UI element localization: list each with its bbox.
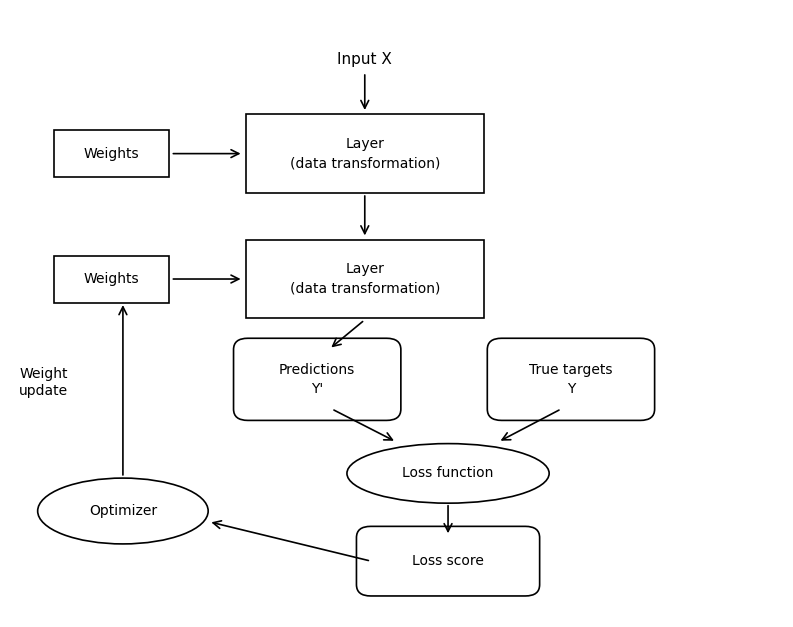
FancyBboxPatch shape bbox=[54, 130, 169, 177]
Text: Input X: Input X bbox=[337, 52, 393, 67]
Text: Weights: Weights bbox=[83, 147, 139, 161]
Ellipse shape bbox=[347, 444, 549, 503]
FancyBboxPatch shape bbox=[356, 527, 539, 596]
Text: True targets
Y: True targets Y bbox=[529, 362, 613, 396]
Text: Weights: Weights bbox=[83, 272, 139, 286]
Text: Predictions
Y': Predictions Y' bbox=[279, 362, 355, 396]
Text: Optimizer: Optimizer bbox=[89, 504, 157, 518]
FancyBboxPatch shape bbox=[246, 114, 484, 193]
FancyBboxPatch shape bbox=[487, 339, 655, 420]
Text: Layer
(data transformation): Layer (data transformation) bbox=[289, 262, 440, 296]
Text: Loss score: Loss score bbox=[412, 554, 484, 568]
FancyBboxPatch shape bbox=[233, 339, 400, 420]
Ellipse shape bbox=[37, 478, 208, 544]
Text: Layer
(data transformation): Layer (data transformation) bbox=[289, 137, 440, 171]
Text: Weight
update: Weight update bbox=[19, 367, 68, 398]
FancyBboxPatch shape bbox=[54, 256, 169, 302]
FancyBboxPatch shape bbox=[246, 240, 484, 318]
Text: Loss function: Loss function bbox=[402, 466, 494, 480]
